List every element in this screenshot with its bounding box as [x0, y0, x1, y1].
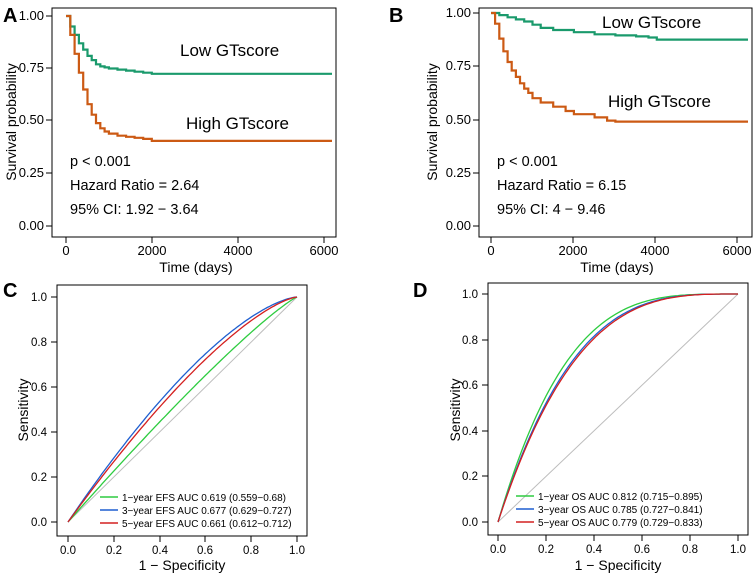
axes-d: 1.0 0.8 0.6 0.4 0.2 0.0 0.0 0.2 0.4 0.6 … [462, 289, 746, 556]
xtick-label: 0.8 [682, 544, 698, 556]
plot-frame-c [56, 284, 308, 537]
plot-frame-b [478, 7, 753, 238]
legend-entry: 3−year OS AUC 0.785 (0.727−0.841) [538, 505, 703, 516]
xtick-label: 0.4 [152, 545, 169, 557]
plot-frame-d [487, 282, 749, 536]
ytick-label: 0.4 [462, 426, 479, 438]
xtick-label: 2000 [138, 243, 167, 258]
y-axis-label-a: Survival probability [3, 63, 19, 181]
ytick-label: 0.75 [19, 60, 44, 75]
xtick-label: 0.8 [243, 545, 259, 557]
ytick-label: 1.0 [462, 289, 478, 301]
panel-label-c: C [3, 280, 17, 302]
xtick-label: 0.6 [197, 545, 213, 557]
p-value: p < 0.001 [70, 154, 131, 170]
panel-a: A 1.00 0.75 0.50 0.25 0.00 0 2000 4000 6… [3, 5, 338, 275]
y-axis-label-d: Sensitivity [447, 378, 463, 441]
legend-d: 1−year OS AUC 0.812 (0.715−0.895) 3−year… [516, 492, 703, 529]
diagonal-reference [67, 296, 298, 523]
legend-entry: 1−year OS AUC 0.812 (0.715−0.895) [538, 492, 703, 503]
confidence-interval: 95% CI: 1.92 − 3.64 [70, 202, 199, 218]
ytick-label: 0.0 [31, 517, 47, 529]
axes-c: 1.0 0.8 0.6 0.4 0.2 0.0 0.0 0.2 0.4 0.6 … [31, 292, 305, 557]
km-curve-a-1 [66, 14, 332, 142]
ytick-label: 1.00 [446, 5, 471, 20]
ytick-label: 0.2 [462, 471, 478, 483]
ytick-label: 0.4 [31, 427, 48, 439]
panel-label-b: B [389, 5, 403, 27]
xtick-label: 2000 [559, 243, 588, 258]
ytick-label: 1.0 [31, 292, 47, 304]
series-label-high: High GTscore [608, 92, 711, 111]
ytick-label: 0.25 [446, 165, 471, 180]
series-label-high: High GTscore [186, 114, 289, 133]
panel-c: C 1.0 0.8 0.6 0.4 0.2 0.0 0.0 0.2 0.4 0.… [3, 280, 308, 573]
ytick-label: 0.6 [31, 382, 47, 394]
roc-curve-c-0 [67, 296, 298, 523]
legend-c: 1−year EFS AUC 0.619 (0.559−0.68) 3−year… [100, 493, 292, 530]
diagonal-reference [497, 293, 739, 523]
xtick-label: 6000 [723, 243, 752, 258]
xtick-label: 4000 [224, 243, 253, 258]
panel-d: D 1.0 0.8 0.6 0.4 0.2 0.0 0.0 0.2 0.4 0.… [413, 280, 749, 573]
xtick-label: 6000 [310, 243, 339, 258]
hazard-ratio: Hazard Ratio = 2.64 [70, 178, 199, 194]
xtick-label: 0.6 [634, 544, 650, 556]
plot-frame-a [51, 7, 337, 238]
ytick-label: 0.75 [446, 58, 471, 73]
x-axis-label-c: 1 − Specificity [139, 557, 226, 573]
xtick-label: 1.0 [289, 545, 305, 557]
x-axis-label-d: 1 − Specificity [575, 557, 662, 573]
km-curve-a-0 [66, 14, 332, 75]
panel-b: B 1.00 0.75 0.50 0.25 0.00 0 2000 4000 6… [389, 5, 753, 275]
xtick-label: 4000 [641, 243, 670, 258]
xtick-label: 1.0 [730, 544, 746, 556]
y-axis-label-b: Survival probability [424, 63, 440, 181]
series-label-low: Low GTscore [602, 13, 701, 32]
legend-entry: 5−year EFS AUC 0.661 (0.612−0.712) [122, 519, 292, 530]
ytick-label: 0.00 [19, 218, 44, 233]
p-value: p < 0.001 [497, 154, 558, 170]
series-label-low: Low GTscore [180, 41, 279, 60]
ytick-label: 0.0 [462, 517, 478, 529]
km-curve-b-0 [491, 11, 748, 41]
hazard-ratio: Hazard Ratio = 6.15 [497, 178, 626, 194]
ytick-label: 0.50 [446, 112, 471, 127]
ytick-label: 0.00 [446, 218, 471, 233]
xtick-label: 0.2 [538, 544, 554, 556]
roc-curves-d [497, 293, 738, 523]
ytick-label: 0.50 [19, 112, 44, 127]
xtick-label: 0 [62, 243, 69, 258]
roc-curve-c-2 [67, 296, 298, 523]
ytick-label: 0.8 [462, 335, 478, 347]
ytick-label: 1.00 [19, 8, 44, 23]
ytick-label: 0.2 [31, 472, 47, 484]
xtick-label: 0.4 [586, 544, 603, 556]
panel-label-a: A [3, 5, 17, 27]
axes-a: 1.00 0.75 0.50 0.25 0.00 0 2000 4000 600… [19, 8, 339, 258]
roc-curve-c-1 [67, 296, 298, 523]
x-axis-label-a: Time (days) [159, 259, 232, 275]
xtick-label: 0.2 [106, 545, 122, 557]
legend-entry: 1−year EFS AUC 0.619 (0.559−0.68) [122, 493, 286, 504]
km-curves-a [66, 14, 332, 142]
xtick-label: 0 [487, 243, 494, 258]
legend-entry: 3−year EFS AUC 0.677 (0.629−0.727) [122, 506, 292, 517]
y-axis-label-c: Sensitivity [15, 378, 31, 441]
ytick-label: 0.25 [19, 165, 44, 180]
roc-curve-d-2 [497, 293, 738, 523]
xtick-label: 0.0 [60, 545, 76, 557]
axes-b: 1.00 0.75 0.50 0.25 0.00 0 2000 4000 600… [446, 5, 752, 258]
panel-label-d: D [413, 280, 427, 302]
roc-curves-c [67, 296, 298, 523]
km-curve-b-1 [491, 11, 748, 123]
confidence-interval: 95% CI: 4 − 9.46 [497, 202, 605, 218]
legend-entry: 5−year OS AUC 0.779 (0.729−0.833) [538, 518, 703, 529]
km-curves-b [491, 11, 748, 123]
ytick-label: 0.8 [31, 337, 47, 349]
ytick-label: 0.6 [462, 380, 478, 392]
x-axis-label-b: Time (days) [580, 259, 653, 275]
xtick-label: 0.0 [490, 544, 506, 556]
